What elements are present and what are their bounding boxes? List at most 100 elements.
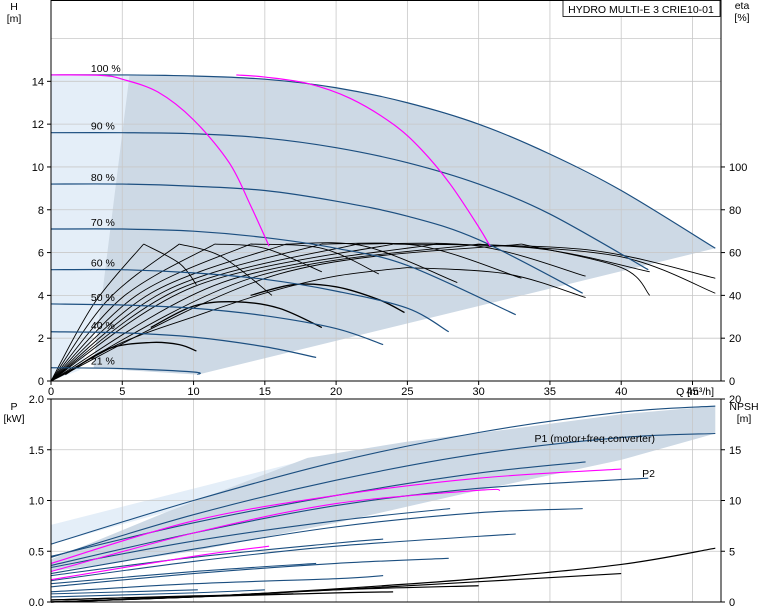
efficiency-curve	[50, 243, 358, 382]
p1-curve	[50, 562, 317, 585]
y-tick-label: 10	[32, 162, 44, 174]
p2-curve	[50, 432, 716, 558]
y-axis-title: [m]	[7, 13, 22, 25]
head-plot-frame	[50, 0, 722, 382]
eta-tick-label: 0	[729, 376, 735, 388]
speed-label: 40 %	[91, 320, 115, 332]
eta-axis-title: [%]	[734, 12, 749, 24]
efficiency-curve	[214, 243, 323, 273]
efficiency-curve	[407, 267, 586, 298]
x-tick-label: 45	[686, 386, 698, 398]
npsh-tick-label: 0	[729, 597, 735, 609]
efficiency-curve	[250, 283, 405, 314]
efficiency-curve	[50, 243, 322, 382]
eta-tick-label: 20	[729, 333, 741, 345]
power-system-curve	[50, 488, 501, 573]
p-tick-label: 1.5	[29, 445, 44, 457]
speed-curve	[50, 331, 317, 359]
operating-range	[93, 75, 716, 375]
power-system-curve	[50, 545, 270, 581]
efficiency-curve	[521, 243, 651, 296]
x-tick-label: 35	[544, 386, 556, 398]
npsh-tick-label: 5	[729, 546, 735, 558]
y-tick-label: 4	[38, 290, 44, 302]
chart-frames	[50, 0, 722, 603]
x-axis-title: Q [m³/h]	[676, 386, 714, 398]
y-tick-label: 12	[32, 119, 44, 131]
power-range-light	[51, 457, 315, 545]
efficiency-curve	[393, 243, 650, 273]
speed-label: 70 %	[91, 217, 115, 229]
npsh-tick-label: 15	[729, 445, 741, 457]
npsh-curve	[50, 596, 198, 601]
speed-curve	[50, 268, 450, 333]
speed-curve	[50, 303, 384, 346]
system-curve	[50, 74, 270, 247]
p-tick-label: 2.0	[29, 394, 44, 406]
p2-curve	[50, 557, 449, 588]
chart-labels: HYDRO MULTI-E 3 CRIE10-01	[568, 4, 714, 16]
p-tick-label: 1.0	[29, 496, 44, 508]
y-tick-label: 6	[38, 248, 44, 260]
x-tick-label: 25	[401, 386, 413, 398]
y-tick-label: 8	[38, 205, 44, 217]
eta-tick-label: 60	[729, 248, 741, 260]
x-tick-label: 30	[473, 386, 485, 398]
p2-curve	[50, 575, 384, 593]
efficiency-curve	[50, 243, 287, 382]
y-tick-label: 2	[38, 333, 44, 345]
x-tick-label: 5	[119, 386, 125, 398]
head-chart: 100 % 90 % 80 % 70 % 60 % 50 % 40 % 21 % 0 2 4 6 8 10…	[7, 0, 750, 398]
y-tick-label: 0	[38, 376, 44, 388]
p2-curve	[50, 477, 649, 566]
efficiency-curve	[478, 243, 716, 294]
eta-axis-title: eta	[735, 0, 750, 12]
x-tick-label: 40	[615, 386, 627, 398]
p2-curve	[50, 533, 516, 582]
y-axis-title: H	[10, 1, 18, 13]
x-tick-label: 0	[48, 386, 54, 398]
title-box	[562, 0, 721, 17]
p1-curve	[50, 589, 198, 595]
speed-label: 60 %	[91, 258, 115, 270]
speed-curve	[50, 74, 716, 249]
efficiency-curve	[50, 243, 180, 382]
p1-curve	[50, 538, 384, 577]
efficiency-curve	[150, 301, 323, 329]
npsh-axis-title: [m]	[737, 413, 752, 425]
x-tick-label: 20	[330, 386, 342, 398]
power-system-curve	[50, 468, 622, 564]
p1-curve	[50, 405, 716, 545]
efficiency-curve	[50, 243, 394, 382]
system-curve	[236, 74, 491, 247]
efficiency-curve	[50, 243, 251, 382]
speed-curve	[50, 367, 201, 376]
speed-label: 80 %	[91, 172, 115, 184]
p-tick-label: 0.5	[29, 546, 44, 558]
efficiency-curve	[50, 243, 436, 382]
p1-curve	[50, 508, 451, 569]
power-plot-frame	[50, 398, 722, 603]
npsh-axis-title: NPSH	[729, 401, 758, 413]
p-axis-title: P	[10, 401, 17, 413]
efficiency-curve	[143, 243, 197, 285]
chart-title: HYDRO MULTI-E 3 CRIE10-01	[568, 4, 714, 16]
efficiency-curve	[321, 242, 522, 279]
p2-curve	[50, 508, 583, 575]
y-tick-label: 14	[32, 76, 44, 88]
x-tick-label: 10	[187, 386, 199, 398]
eta-tick-label: 80	[729, 205, 741, 217]
operating-range-light	[51, 74, 280, 381]
p-tick-label: 0.0	[29, 597, 44, 609]
efficiency-curve	[250, 243, 380, 275]
npsh-curve	[50, 591, 394, 603]
efficiency-curve	[50, 243, 522, 382]
x-tick-label: 15	[259, 386, 271, 398]
eta-tick-label: 40	[729, 290, 741, 302]
speed-curve	[50, 132, 649, 271]
p2-curve	[50, 589, 265, 598]
speed-label: 21 %	[91, 356, 115, 368]
efficiency-curve	[357, 242, 586, 277]
speed-label: 90 %	[91, 121, 115, 133]
